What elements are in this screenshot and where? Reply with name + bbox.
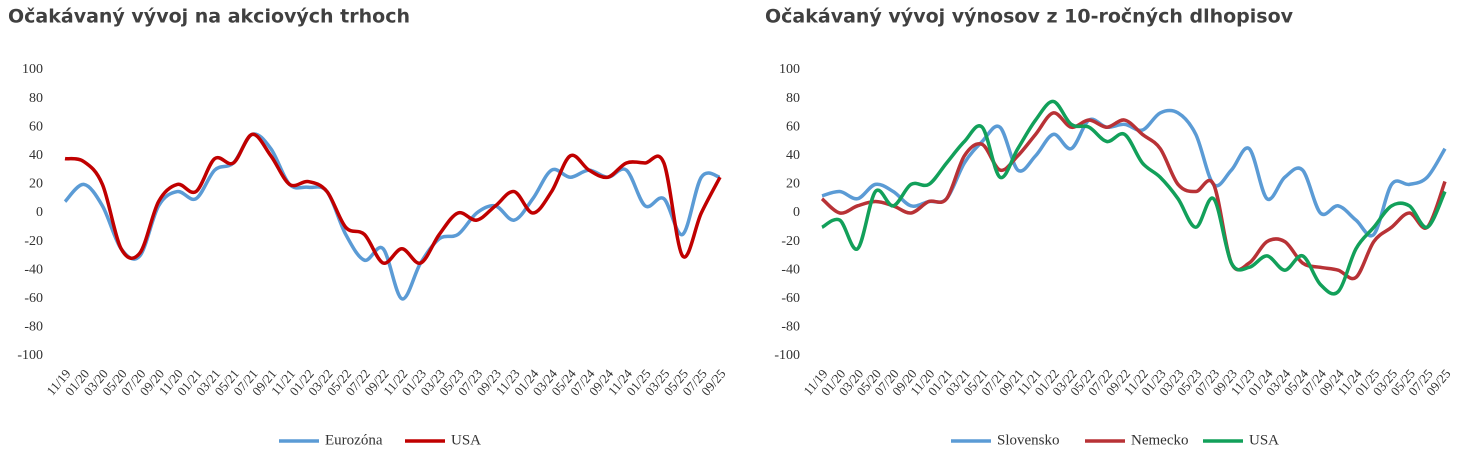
- chart-title: Očakávaný vývoj výnosov z 10-ročných dlh…: [765, 6, 1294, 28]
- y-tick-label: -80: [24, 320, 43, 335]
- series-line: [820, 111, 1447, 281]
- y-tick-label: -80: [781, 320, 800, 335]
- chart-title: Očakávaný vývoj na akciových trhoch: [8, 6, 410, 28]
- y-tick-label: 60: [29, 119, 43, 134]
- legend-label: USA: [1249, 432, 1279, 448]
- y-tick-label: -40: [781, 262, 800, 277]
- legend-label: Eurozóna: [325, 432, 383, 448]
- legend-label: Nemecko: [1131, 432, 1188, 448]
- y-tick-label: -40: [24, 262, 43, 277]
- y-tick-label: -60: [24, 291, 43, 306]
- series-line: [821, 99, 1447, 296]
- series-line: [821, 108, 1447, 238]
- y-tick-label: 20: [786, 177, 800, 192]
- series-line: [64, 132, 722, 265]
- y-tick-label: -20: [781, 234, 800, 249]
- legend-label: Slovensko: [997, 432, 1060, 448]
- y-tick-label: 40: [786, 148, 800, 163]
- y-tick-label: 100: [779, 62, 800, 77]
- y-tick-label: 80: [786, 91, 800, 106]
- y-tick-label: 0: [793, 205, 800, 220]
- y-tick-label: -100: [17, 348, 43, 363]
- y-tick-label: -20: [24, 234, 43, 249]
- y-tick-label: 100: [22, 62, 43, 77]
- series-line: [63, 132, 721, 301]
- y-tick-label: -100: [774, 348, 800, 363]
- y-tick-label: 80: [29, 91, 43, 106]
- y-tick-label: 0: [36, 205, 43, 220]
- y-tick-label: 20: [29, 177, 43, 192]
- y-tick-label: 60: [786, 119, 800, 134]
- legend-label: USA: [451, 432, 481, 448]
- y-tick-label: -60: [781, 291, 800, 306]
- y-tick-label: 40: [29, 148, 43, 163]
